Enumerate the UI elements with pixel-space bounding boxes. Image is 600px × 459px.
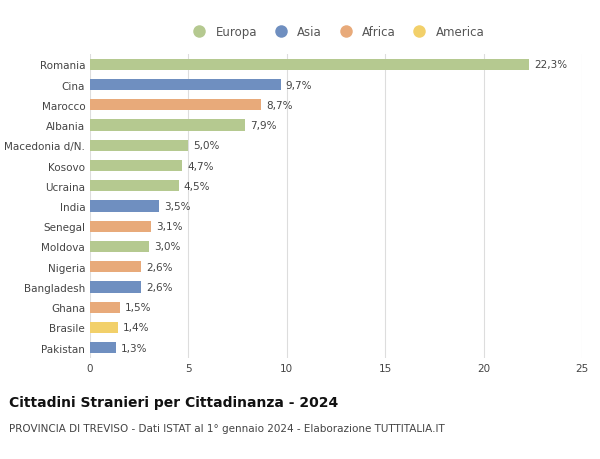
- Text: 3,1%: 3,1%: [156, 222, 182, 232]
- Bar: [90, 221, 151, 232]
- Bar: [90, 181, 179, 192]
- Text: 5,0%: 5,0%: [193, 141, 220, 151]
- Text: Cittadini Stranieri per Cittadinanza - 2024: Cittadini Stranieri per Cittadinanza - 2…: [9, 395, 338, 409]
- Text: 1,3%: 1,3%: [121, 343, 147, 353]
- Text: 8,7%: 8,7%: [266, 101, 293, 111]
- Text: 7,9%: 7,9%: [250, 121, 277, 131]
- Bar: [90, 262, 141, 273]
- Text: 1,5%: 1,5%: [124, 302, 151, 313]
- Bar: [90, 282, 141, 293]
- Text: 3,5%: 3,5%: [164, 202, 190, 212]
- Bar: [90, 201, 159, 212]
- Bar: [90, 100, 261, 111]
- Text: 1,4%: 1,4%: [122, 323, 149, 333]
- Bar: [90, 342, 116, 353]
- Text: 22,3%: 22,3%: [534, 60, 567, 70]
- Text: 4,5%: 4,5%: [184, 181, 210, 191]
- Legend: Europa, Asia, Africa, America: Europa, Asia, Africa, America: [182, 22, 490, 44]
- Bar: [90, 80, 281, 91]
- Bar: [90, 302, 119, 313]
- Bar: [90, 60, 529, 71]
- Bar: [90, 322, 118, 333]
- Bar: [90, 140, 188, 151]
- Text: 2,6%: 2,6%: [146, 282, 173, 292]
- Text: 9,7%: 9,7%: [286, 80, 313, 90]
- Text: 3,0%: 3,0%: [154, 242, 181, 252]
- Bar: [90, 161, 182, 172]
- Text: PROVINCIA DI TREVISO - Dati ISTAT al 1° gennaio 2024 - Elaborazione TUTTITALIA.I: PROVINCIA DI TREVISO - Dati ISTAT al 1° …: [9, 424, 445, 433]
- Text: 2,6%: 2,6%: [146, 262, 173, 272]
- Bar: [90, 241, 149, 252]
- Text: 4,7%: 4,7%: [187, 161, 214, 171]
- Bar: [90, 120, 245, 131]
